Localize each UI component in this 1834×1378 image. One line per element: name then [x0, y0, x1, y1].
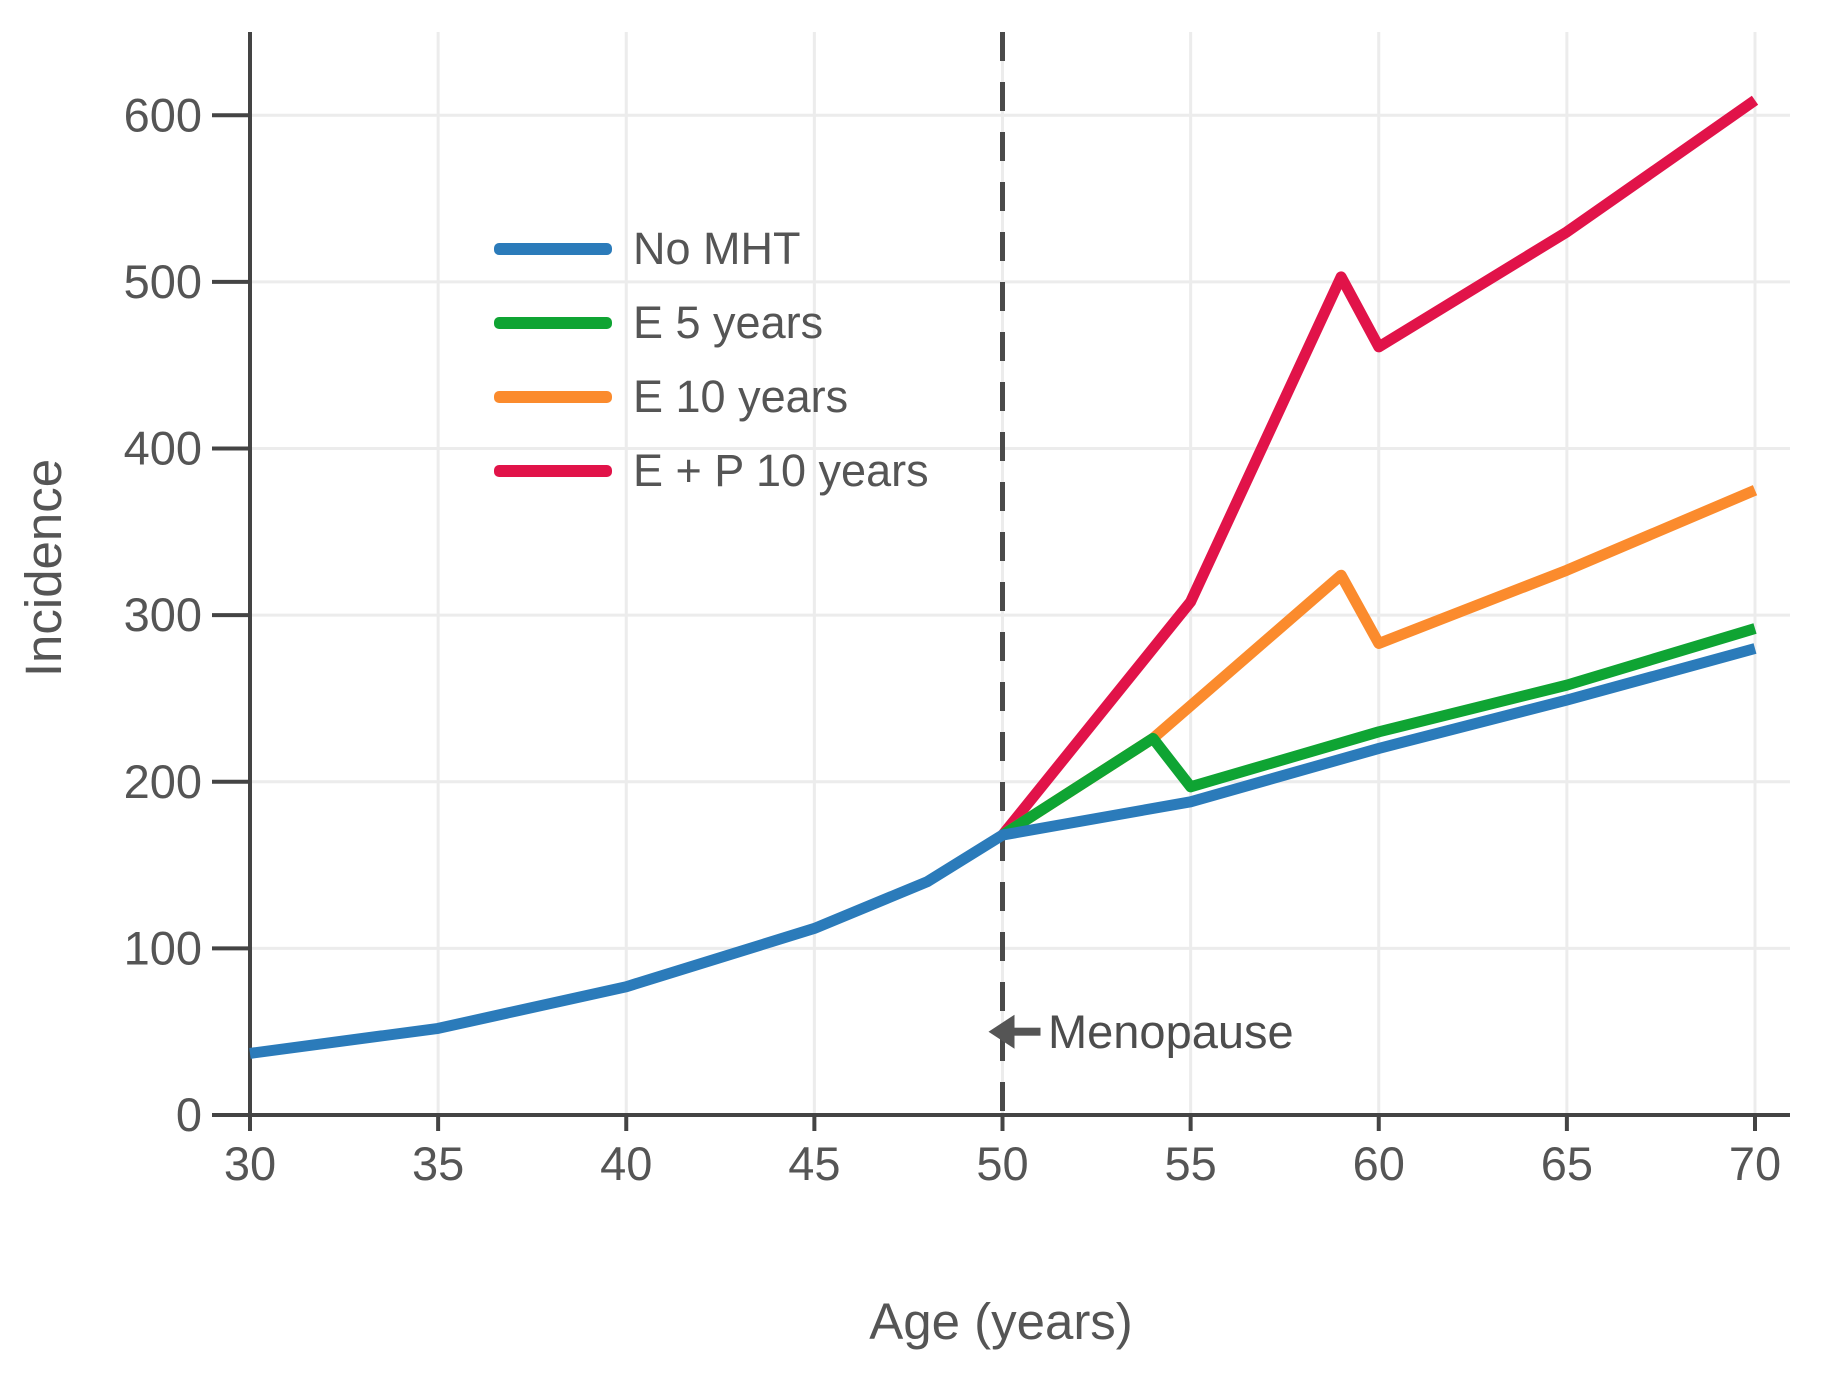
- legend-swatch-e-10-years: [494, 391, 612, 403]
- y-tick-label: 200: [124, 755, 202, 808]
- x-tick-label: 45: [788, 1137, 840, 1190]
- x-axis-title: Age (years): [869, 1293, 1133, 1350]
- y-tick-label: 0: [176, 1088, 202, 1141]
- x-tick-label: 65: [1541, 1137, 1593, 1190]
- y-tick-label: 100: [124, 921, 202, 974]
- legend-item-e-p-10-years: E + P 10 years: [494, 434, 929, 508]
- x-tick-label: 35: [412, 1137, 464, 1190]
- y-tick-label: 300: [124, 588, 202, 641]
- x-tick-label: 30: [224, 1137, 276, 1190]
- menopause-arrow-icon: [988, 1014, 1041, 1049]
- legend-swatch-e-5-years: [494, 317, 612, 329]
- x-tick-label: 40: [600, 1137, 652, 1190]
- y-tick-label: 500: [124, 255, 202, 308]
- legend: No MHT E 5 years E 10 years E + P 10 years: [494, 212, 929, 508]
- series-line-no-mht: [249, 643, 1757, 1059]
- legend-item-e-5-years: E 5 years: [494, 286, 929, 360]
- x-tick-label: 50: [976, 1137, 1028, 1190]
- legend-label: No MHT: [633, 223, 801, 274]
- x-tick-label: 55: [1164, 1137, 1216, 1190]
- series-line-e-5-years: [999, 623, 1757, 840]
- legend-label: E 10 years: [633, 371, 849, 422]
- legend-swatch-e-p-10-years: [494, 465, 612, 477]
- y-axis-title: Incidence: [15, 458, 72, 678]
- menopause-annotation-label: Menopause: [1048, 1005, 1294, 1058]
- series-line-e-p-10-years: [998, 95, 1759, 839]
- legend-label: E + P 10 years: [633, 445, 929, 496]
- x-tick-label: 60: [1353, 1137, 1405, 1190]
- y-tick-label: 400: [124, 422, 202, 475]
- legend-item-e-10-years: E 10 years: [494, 360, 929, 434]
- y-tick-label: 600: [124, 88, 202, 141]
- x-tick-label: 70: [1729, 1137, 1781, 1190]
- legend-swatch-no-mht: [494, 243, 612, 255]
- legend-label: E 5 years: [633, 297, 824, 348]
- legend-item-no-mht: No MHT: [494, 212, 929, 286]
